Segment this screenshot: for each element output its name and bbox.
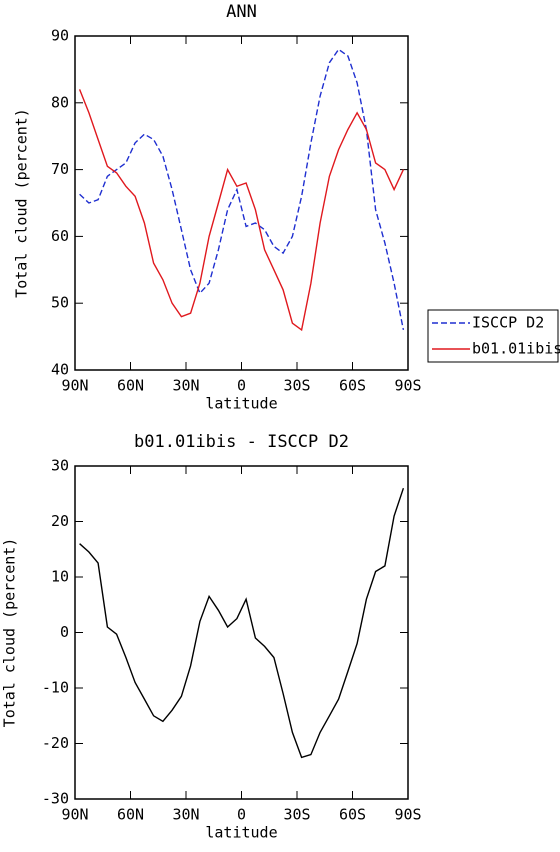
x-tick-label: 30S: [283, 806, 310, 824]
y-tick-label: 30: [51, 457, 69, 475]
x-axis-label: latitude: [205, 824, 277, 842]
x-tick-label: 90N: [61, 377, 88, 395]
x-tick-label: 0: [237, 806, 246, 824]
data-line: [78, 89, 405, 332]
x-tick-label: 60S: [339, 806, 366, 824]
y-tick-label: -10: [42, 679, 69, 697]
y-axis-label: Total cloud (percent): [1, 538, 19, 728]
y-tick-label: 50: [51, 294, 69, 312]
y-tick-label: -30: [42, 790, 69, 808]
x-tick-label: 30N: [172, 806, 199, 824]
y-tick-label: 90: [51, 27, 69, 45]
y-tick-label: 60: [51, 227, 69, 245]
chart-title: ANN: [226, 2, 257, 22]
x-tick-label: 60N: [117, 377, 144, 395]
y-tick-label: 20: [51, 512, 69, 530]
legend-box: [427, 309, 559, 363]
legend-label: ISCCP D2: [472, 314, 544, 332]
y-tick-label: 80: [51, 93, 69, 111]
y-tick-label: 10: [51, 568, 69, 586]
plot-frame: [74, 465, 409, 800]
x-tick-label: 90S: [394, 377, 421, 395]
y-tick-label: 70: [51, 160, 69, 178]
x-tick-label: 60N: [117, 806, 144, 824]
y-tick-label: -20: [42, 734, 69, 752]
y-tick-label: 0: [60, 623, 69, 641]
x-tick-label: 30N: [172, 377, 199, 395]
y-tick-label: 40: [51, 361, 69, 379]
x-tick-label: 0: [237, 377, 246, 395]
x-tick-label: 60S: [339, 377, 366, 395]
x-tick-label: 90S: [394, 806, 421, 824]
y-axis-label: Total cloud (percent): [13, 108, 31, 298]
x-axis-label: latitude: [205, 395, 277, 413]
x-tick-label: 90N: [61, 806, 88, 824]
x-tick-label: 30S: [283, 377, 310, 395]
legend-label: b01.01ibis: [472, 340, 560, 358]
chart-title: b01.01ibis - ISCCP D2: [134, 432, 349, 452]
data-line: [79, 487, 405, 759]
data-line: [79, 48, 405, 331]
